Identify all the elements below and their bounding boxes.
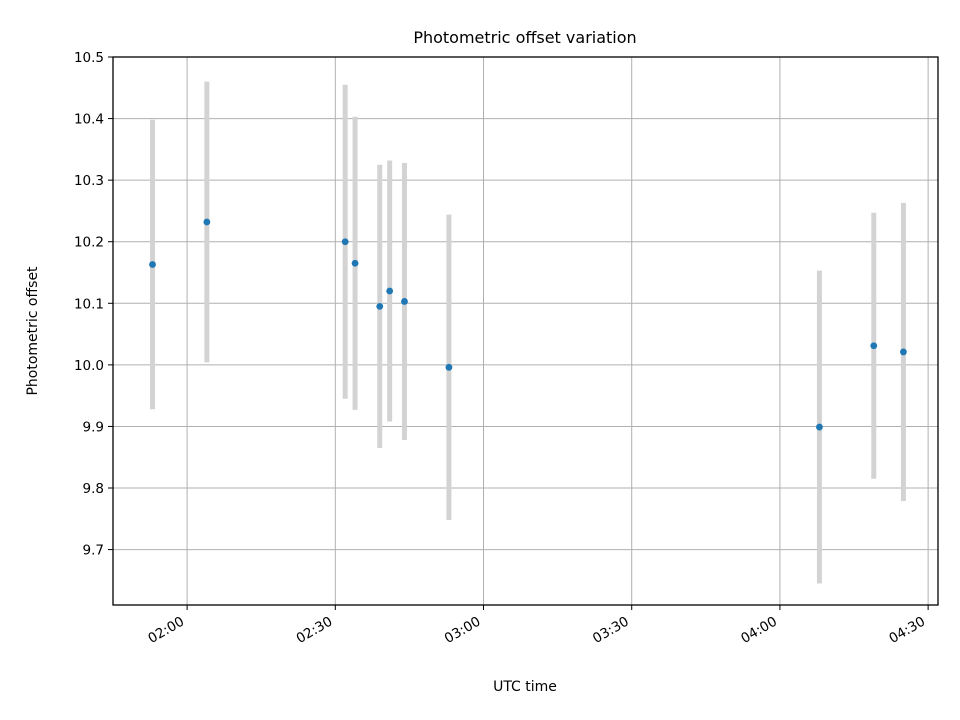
data-point — [386, 287, 394, 295]
data-point — [203, 218, 211, 226]
data-point — [445, 363, 453, 371]
plot-frame — [112, 56, 939, 606]
data-point — [341, 238, 349, 246]
y-tick-label: 10.0 — [74, 358, 104, 374]
data-point — [900, 348, 907, 356]
y-tick-label: 10.5 — [74, 50, 104, 66]
data-point — [870, 342, 878, 350]
y-tick-label: 9.8 — [83, 481, 104, 497]
y-tick-label: 9.7 — [83, 543, 104, 559]
data-point — [401, 298, 408, 305]
chart-title: Photometric offset variation — [413, 28, 636, 47]
y-tick-label: 10.1 — [74, 296, 104, 312]
data-point — [376, 302, 384, 310]
y-tick-label: 10.4 — [74, 112, 104, 128]
data-points — [149, 218, 907, 431]
y-axis-label: Photometric offset — [25, 266, 41, 396]
y-tick-label: 9.9 — [83, 419, 104, 435]
y-tick-label: 10.3 — [74, 173, 104, 189]
y-tick-label: 10.2 — [74, 235, 104, 251]
x-axis-label: UTC time — [493, 679, 557, 695]
data-point — [351, 259, 359, 267]
grid — [113, 56, 938, 605]
data-point — [149, 261, 156, 268]
data-point — [816, 423, 823, 431]
